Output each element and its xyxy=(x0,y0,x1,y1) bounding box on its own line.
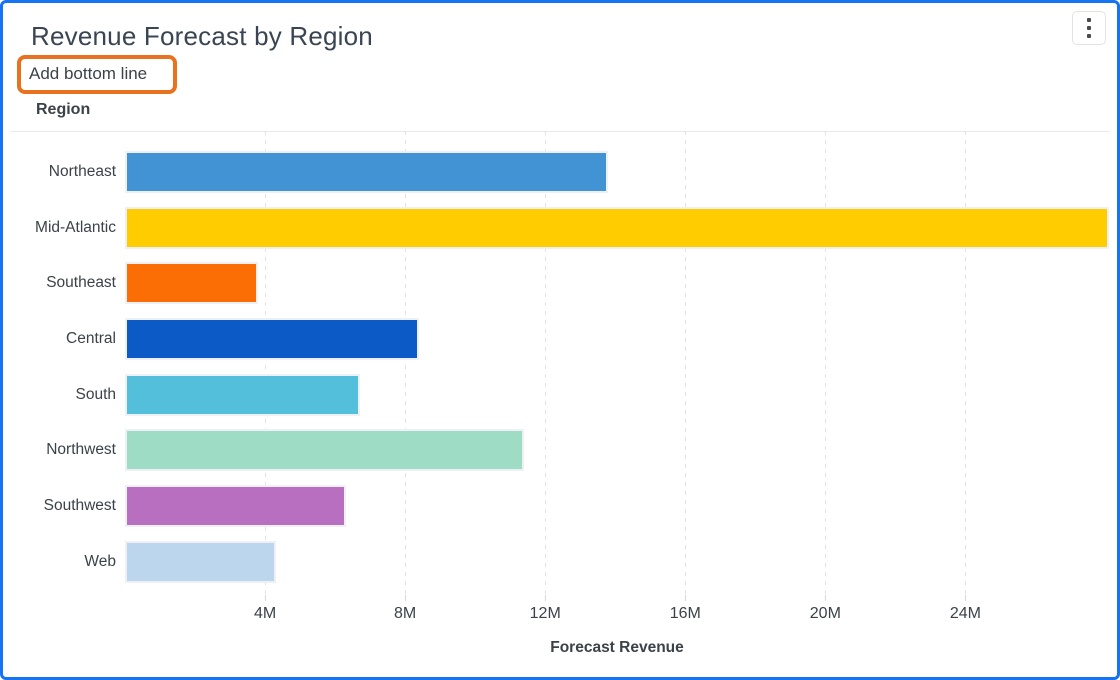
bar-mid-atlantic[interactable] xyxy=(125,206,1109,249)
category-label: Northwest xyxy=(46,441,116,459)
y-axis-title: Region xyxy=(36,101,91,118)
x-axis-tick-label: 8M xyxy=(394,605,417,622)
gridline xyxy=(545,131,547,595)
category-label: Web xyxy=(84,552,116,570)
bar-web[interactable] xyxy=(125,540,276,583)
x-axis-tick xyxy=(265,595,267,601)
category-label: Southwest xyxy=(43,496,116,514)
bar-row: Central xyxy=(3,311,1109,367)
x-axis-tick-label: 4M xyxy=(253,605,277,622)
x-axis-tick-label: 24M xyxy=(949,605,981,622)
gridline xyxy=(265,131,267,595)
gridline xyxy=(825,131,827,595)
chart-area: Northeast Mid-Atlantic Southeast Central Sou… xyxy=(3,131,1117,677)
category-label: Mid-Atlantic xyxy=(35,218,116,236)
bar-rows: Northeast Mid-Atlantic Southeast Central Sou… xyxy=(3,144,1109,590)
add-bottom-line-button[interactable]: Add bottom line xyxy=(29,64,148,83)
gridline xyxy=(965,131,967,595)
x-axis-tick xyxy=(825,595,827,601)
bar-south[interactable] xyxy=(125,373,360,416)
category-label: Southeast xyxy=(46,274,116,292)
x-axis-tick-label: 12M xyxy=(529,605,561,622)
x-axis-tick-label: 16M xyxy=(669,605,701,622)
bar-row: Southwest xyxy=(3,478,1109,534)
plot-top-border xyxy=(11,131,1109,132)
kebab-menu-icon xyxy=(1087,18,1091,38)
bar-southeast[interactable] xyxy=(125,262,259,305)
gridline xyxy=(405,131,407,595)
x-axis-tick xyxy=(545,595,547,601)
bar-row: Mid-Atlantic xyxy=(3,200,1109,256)
bar-northeast[interactable] xyxy=(125,150,609,193)
category-label: Northeast xyxy=(48,162,116,180)
annotation-highlight-box: Add bottom line xyxy=(17,55,178,94)
bar-central[interactable] xyxy=(125,317,420,360)
more-options-button[interactable] xyxy=(1072,11,1106,45)
x-axis-tick xyxy=(405,595,407,601)
bar-row: South xyxy=(3,367,1109,423)
bar-row: Northwest xyxy=(3,422,1109,478)
x-axis-tick xyxy=(685,595,687,601)
category-label: South xyxy=(75,385,116,403)
x-axis-title: Forecast Revenue xyxy=(550,639,684,656)
bar-row: Web xyxy=(3,534,1109,590)
bar-row: Southeast xyxy=(3,255,1109,311)
gridline xyxy=(685,131,687,595)
x-axis-tick xyxy=(965,595,967,601)
plot-area xyxy=(125,131,1109,595)
x-axis-tick-label: 20M xyxy=(809,605,841,622)
chart-title: Revenue Forecast by Region xyxy=(31,21,373,51)
bar-row: Northeast xyxy=(3,144,1109,200)
bar-northwest[interactable] xyxy=(125,429,525,472)
bar-southwest[interactable] xyxy=(125,484,346,527)
category-label: Central xyxy=(66,329,116,347)
